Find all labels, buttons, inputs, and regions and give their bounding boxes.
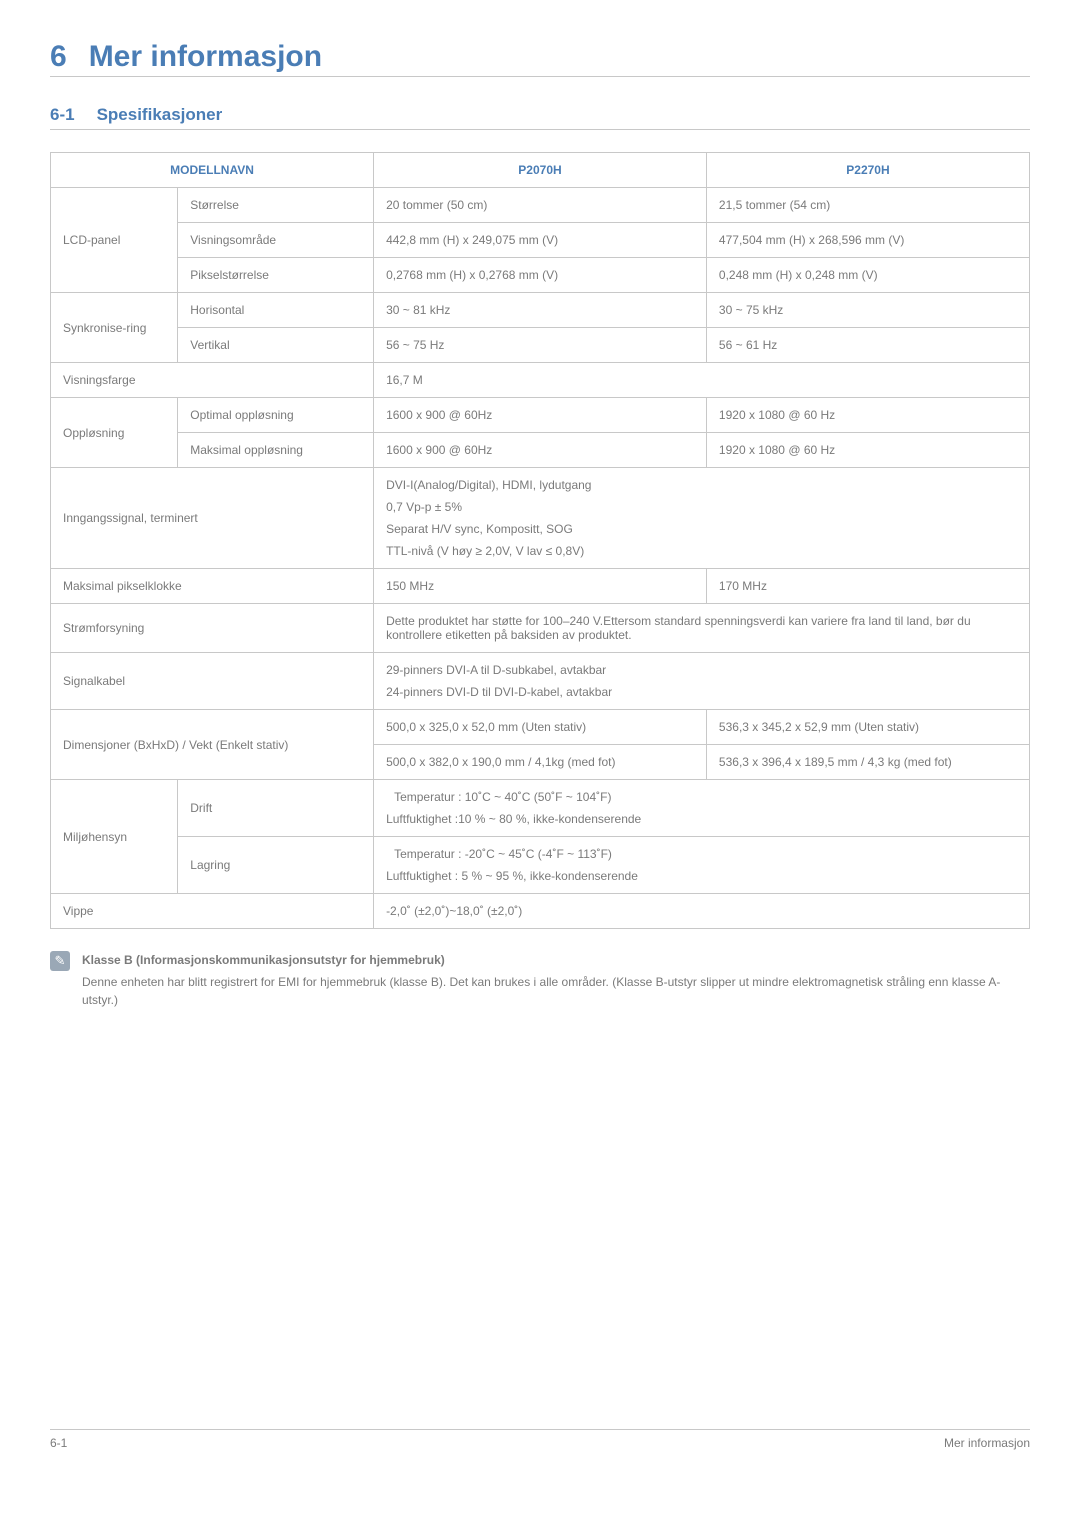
val-opt-1: 1600 x 900 @ 60Hz	[374, 398, 707, 433]
label-res: Oppløsning	[51, 398, 178, 468]
label-env: Miljøhensyn	[51, 780, 178, 894]
label-vert: Vertikal	[178, 328, 374, 363]
val-color: 16,7 M	[374, 363, 1030, 398]
label-lagring: Lagring	[178, 837, 374, 894]
cable-line-1: 29-pinners DVI-A til D-subkabel, avtakba…	[386, 663, 1017, 677]
label-pixelsize: Pikselstørrelse	[178, 258, 374, 293]
table-row: Dimensjoner (BxHxD) / Vekt (Enkelt stati…	[51, 710, 1030, 745]
label-cable: Signalkabel	[51, 653, 374, 710]
val-input: DVI-I(Analog/Digital), HDMI, lydutgang 0…	[374, 468, 1030, 569]
val-va-2: 477,504 mm (H) x 268,596 mm (V)	[706, 223, 1029, 258]
val-px-1: 0,2768 mm (H) x 0,2768 mm (V)	[374, 258, 707, 293]
val-max-2: 1920 x 1080 @ 60 Hz	[706, 433, 1029, 468]
val-va-1: 442,8 mm (H) x 249,075 mm (V)	[374, 223, 707, 258]
note-title: Klasse B (Informasjonskommunikasjonsutst…	[82, 951, 1030, 969]
val-cable: 29-pinners DVI-A til D-subkabel, avtakba…	[374, 653, 1030, 710]
val-max-1: 1600 x 900 @ 60Hz	[374, 433, 707, 468]
val-v-1: 56 ~ 75 Hz	[374, 328, 707, 363]
chapter-title: 6 Mer informasjon	[50, 40, 1030, 77]
note-body: Denne enheten har blitt registrert for E…	[82, 973, 1030, 1009]
label-tilt: Vippe	[51, 894, 374, 929]
table-row: Strømforsyning Dette produktet har støtt…	[51, 604, 1030, 653]
note-text: Klasse B (Informasjonskommunikasjonsutst…	[82, 951, 1030, 1009]
val-h-2: 30 ~ 75 kHz	[706, 293, 1029, 328]
page-footer: 6-1 Mer informasjon	[50, 1429, 1030, 1450]
drift-line-2: Luftfuktighet :10 % ~ 80 %, ikke-kondens…	[386, 812, 1017, 826]
lag-line-1: Temperatur : -20˚C ~ 45˚C (-4˚F ~ 113˚F)	[386, 847, 1017, 861]
table-row: Vippe -2,0˚ (±2,0˚)~18,0˚ (±2,0˚)	[51, 894, 1030, 929]
label-lcd: LCD-panel	[51, 188, 178, 293]
val-tilt: -2,0˚ (±2,0˚)~18,0˚ (±2,0˚)	[374, 894, 1030, 929]
note-block: ✎ Klasse B (Informasjonskommunikasjonsut…	[50, 951, 1030, 1009]
header-m1: P2070H	[374, 153, 707, 188]
table-row: Signalkabel 29-pinners DVI-A til D-subka…	[51, 653, 1030, 710]
input-line-1: DVI-I(Analog/Digital), HDMI, lydutgang	[386, 478, 1017, 492]
label-horiz: Horisontal	[178, 293, 374, 328]
chapter-text: Mer informasjon	[89, 40, 322, 73]
table-row: Oppløsning Optimal oppløsning 1600 x 900…	[51, 398, 1030, 433]
label-maxres: Maksimal oppløsning	[178, 433, 374, 468]
val-px-2: 0,248 mm (H) x 0,248 mm (V)	[706, 258, 1029, 293]
table-row: Vertikal 56 ~ 75 Hz 56 ~ 61 Hz	[51, 328, 1030, 363]
val-dim-a1: 500,0 x 325,0 x 52,0 mm (Uten stativ)	[374, 710, 707, 745]
val-v-2: 56 ~ 61 Hz	[706, 328, 1029, 363]
footer-right: Mer informasjon	[944, 1436, 1030, 1450]
note-icon: ✎	[50, 951, 70, 971]
table-row: Visningsfarge 16,7 M	[51, 363, 1030, 398]
section-number: 6-1	[50, 105, 75, 124]
header-m2: P2270H	[706, 153, 1029, 188]
table-row: Visningsområde 442,8 mm (H) x 249,075 mm…	[51, 223, 1030, 258]
label-optres: Optimal oppløsning	[178, 398, 374, 433]
label-color: Visningsfarge	[51, 363, 374, 398]
val-power: Dette produktet har støtte for 100–240 V…	[374, 604, 1030, 653]
section-title: 6-1 Spesifikasjoner	[50, 105, 1030, 130]
label-sync: Synkronise-ring	[51, 293, 178, 363]
label-pixclk: Maksimal pikselklokke	[51, 569, 374, 604]
input-line-2: 0,7 Vp-p ± 5%	[386, 500, 1017, 514]
lag-line-2: Luftfuktighet : 5 % ~ 95 %, ikke-kondens…	[386, 869, 1017, 883]
table-row: Inngangssignal, terminert DVI-I(Analog/D…	[51, 468, 1030, 569]
cable-line-2: 24-pinners DVI-D til DVI-D-kabel, avtakb…	[386, 685, 1017, 699]
table-row: Pikselstørrelse 0,2768 mm (H) x 0,2768 m…	[51, 258, 1030, 293]
label-input: Inngangssignal, terminert	[51, 468, 374, 569]
table-row: Maksimal pikselklokke 150 MHz 170 MHz	[51, 569, 1030, 604]
spec-table: MODELLNAVN P2070H P2270H LCD-panel Størr…	[50, 152, 1030, 929]
section-text: Spesifikasjoner	[97, 105, 223, 124]
input-line-4: TTL-nivå (V høy ≥ 2,0V, V lav ≤ 0,8V)	[386, 544, 1017, 558]
label-viewarea: Visningsområde	[178, 223, 374, 258]
val-pixclk-1: 150 MHz	[374, 569, 707, 604]
val-h-1: 30 ~ 81 kHz	[374, 293, 707, 328]
input-line-3: Separat H/V sync, Kompositt, SOG	[386, 522, 1017, 536]
chapter-number: 6	[50, 40, 67, 73]
val-size-1: 20 tommer (50 cm)	[374, 188, 707, 223]
drift-line-1: Temperatur : 10˚C ~ 40˚C (50˚F ~ 104˚F)	[386, 790, 1017, 804]
table-row: Miljøhensyn Drift Temperatur : 10˚C ~ 40…	[51, 780, 1030, 837]
val-size-2: 21,5 tommer (54 cm)	[706, 188, 1029, 223]
table-row: Synkronise-ring Horisontal 30 ~ 81 kHz 3…	[51, 293, 1030, 328]
val-pixclk-2: 170 MHz	[706, 569, 1029, 604]
val-opt-2: 1920 x 1080 @ 60 Hz	[706, 398, 1029, 433]
table-row: Lagring Temperatur : -20˚C ~ 45˚C (-4˚F …	[51, 837, 1030, 894]
table-header-row: MODELLNAVN P2070H P2270H	[51, 153, 1030, 188]
label-dim: Dimensjoner (BxHxD) / Vekt (Enkelt stati…	[51, 710, 374, 780]
label-size: Størrelse	[178, 188, 374, 223]
val-dim-a2: 536,3 x 345,2 x 52,9 mm (Uten stativ)	[706, 710, 1029, 745]
table-row: LCD-panel Størrelse 20 tommer (50 cm) 21…	[51, 188, 1030, 223]
val-dim-b2: 536,3 x 396,4 x 189,5 mm / 4,3 kg (med f…	[706, 745, 1029, 780]
val-dim-b1: 500,0 x 382,0 x 190,0 mm / 4,1kg (med fo…	[374, 745, 707, 780]
footer-left: 6-1	[50, 1436, 67, 1450]
val-lagring: Temperatur : -20˚C ~ 45˚C (-4˚F ~ 113˚F)…	[374, 837, 1030, 894]
header-model: MODELLNAVN	[51, 153, 374, 188]
label-drift: Drift	[178, 780, 374, 837]
table-row: Maksimal oppløsning 1600 x 900 @ 60Hz 19…	[51, 433, 1030, 468]
label-power: Strømforsyning	[51, 604, 374, 653]
val-drift: Temperatur : 10˚C ~ 40˚C (50˚F ~ 104˚F) …	[374, 780, 1030, 837]
